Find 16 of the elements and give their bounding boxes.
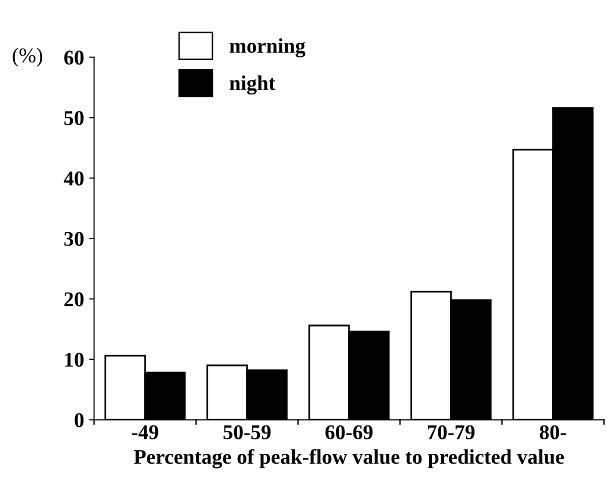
y-tick-label: 60: [64, 50, 84, 65]
x-tick-label: 60-69: [325, 425, 373, 440]
y-tick-label: 10: [65, 352, 84, 367]
x-tick-label: 70-79: [428, 425, 475, 440]
x-axis-title: Percentage of peak-flow value to predicted value: [134, 449, 564, 468]
x-tick-label: 80-: [540, 425, 566, 440]
x-tick-label: -49: [132, 425, 158, 440]
y-axis-title: (%): [12, 48, 42, 67]
legend-label: night: [230, 75, 276, 94]
legend-label: morning: [230, 38, 306, 58]
y-tick-label: 20: [64, 292, 84, 306]
x-tick-label: 50-59: [224, 425, 271, 440]
y-tick-label: 40: [64, 171, 84, 186]
y-tick-label: 30: [64, 232, 84, 246]
y-tick-label: 50: [64, 111, 84, 126]
y-tick-label: 0: [74, 413, 84, 428]
